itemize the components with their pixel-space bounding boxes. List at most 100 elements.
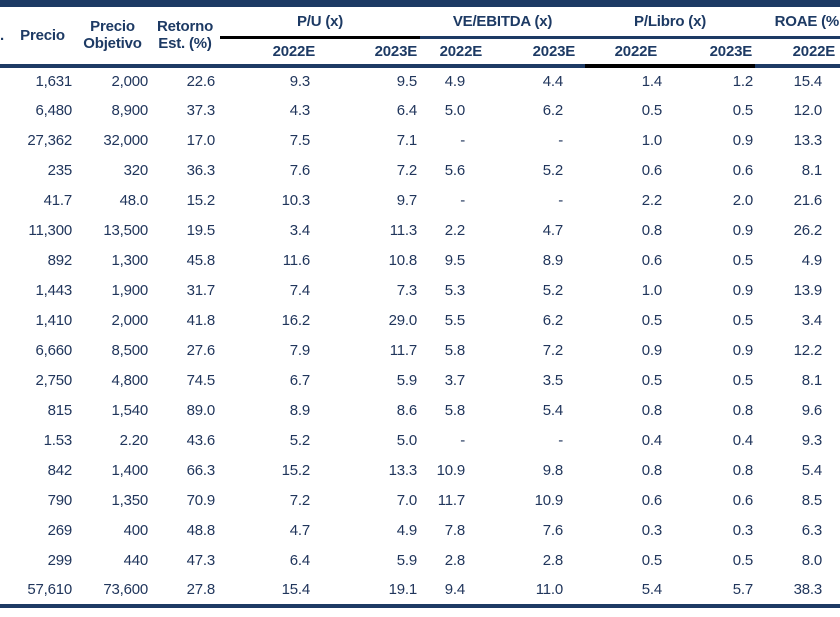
column-header-retorno: Retorno Est. (%): [150, 3, 220, 68]
value-cell: 6.3: [801, 522, 823, 539]
value-cell: -: [460, 132, 466, 149]
value-cell: 6,480: [35, 102, 72, 119]
sub-header-ve-2022e: 2022E: [420, 37, 501, 68]
stub-cell: [0, 336, 10, 366]
value-cell: 15.2: [186, 192, 216, 209]
sub-header-roae-2022e: 2022E: [755, 37, 840, 68]
value-cell: 400: [123, 522, 149, 539]
value-cell: 0.5: [732, 252, 754, 269]
value-cell: 8,500: [111, 342, 148, 359]
value-cell: 38.3: [793, 581, 823, 598]
value-cell: 57,610: [27, 581, 72, 598]
value-cell: -: [558, 132, 564, 149]
value-cell: 0.5: [641, 552, 663, 569]
value-cell: 45.8: [186, 252, 216, 269]
value-cell: 73,600: [103, 581, 148, 598]
value-cell: 5.9: [396, 552, 418, 569]
value-cell: 13.9: [793, 282, 823, 299]
value-cell: -: [558, 192, 564, 209]
group-header-row: . Precio Precio Objetivo Retorno Est. (%…: [0, 3, 840, 68]
value-cell: 7.2: [542, 342, 564, 359]
value-cell: 0.9: [732, 132, 754, 149]
value-cell: 8.9: [289, 402, 310, 419]
value-cell: 0.8: [732, 402, 754, 419]
value-cell: 9.7: [396, 192, 418, 209]
value-cell: 269: [47, 522, 73, 539]
value-cell: 7.9: [289, 342, 310, 359]
value-cell: 0.9: [732, 342, 754, 359]
value-cell: 11,300: [28, 222, 72, 239]
value-cell: 7.3: [396, 282, 418, 299]
stub-cell: [0, 66, 10, 96]
value-cell: 0.8: [641, 402, 663, 419]
value-cell: 9.3: [289, 73, 310, 90]
value-cell: 5.5: [444, 312, 466, 329]
value-cell: 6.4: [289, 552, 310, 569]
value-cell: 0.9: [732, 282, 754, 299]
value-cell: 27,362: [27, 132, 72, 149]
value-cell: 19.1: [388, 581, 418, 598]
stub-cell: [0, 216, 10, 246]
value-cell: 66.3: [186, 462, 216, 479]
value-cell: 10.8: [388, 252, 418, 269]
value-cell: 13.3: [388, 462, 418, 479]
column-header-precio: Precio: [10, 3, 75, 68]
value-cell: 0.5: [732, 312, 754, 329]
value-cell: 5.3: [444, 282, 466, 299]
column-header-precio-objetivo: Precio Objetivo: [75, 3, 150, 68]
value-cell: 1,900: [111, 282, 148, 299]
value-cell: 790: [47, 492, 73, 509]
value-cell: 1,631: [35, 73, 72, 90]
value-cell: 37.3: [186, 102, 216, 119]
value-cell: 19.5: [186, 222, 216, 239]
stub-cell: [0, 246, 10, 276]
group-header-pu: P/U (x): [220, 3, 421, 39]
value-cell: 4.9: [396, 522, 418, 539]
value-cell: 17.0: [186, 132, 216, 149]
value-cell: 7.8: [444, 522, 466, 539]
value-cell: 10.9: [534, 492, 564, 509]
value-cell: 2.2: [444, 222, 466, 239]
value-cell: 0.4: [732, 432, 754, 449]
value-cell: 8.0: [801, 552, 823, 569]
value-cell: 3.5: [542, 372, 564, 389]
value-cell: 4.9: [801, 252, 823, 269]
value-cell: 7.0: [396, 492, 418, 509]
table-row: 41.7 48.0 15.2 10.3 9.7 - - 2.2 2.0 21.6: [0, 186, 840, 216]
value-cell: 0.5: [732, 372, 754, 389]
value-cell: 5.9: [396, 372, 418, 389]
value-cell: 1,350: [111, 492, 148, 509]
value-cell: 7.6: [542, 522, 564, 539]
value-cell: 5.0: [396, 432, 418, 449]
value-cell: 5.2: [542, 282, 564, 299]
value-cell: 1.0: [641, 132, 663, 149]
value-cell: 0.6: [732, 162, 754, 179]
stub-column-header: .: [0, 3, 10, 68]
value-cell: 11.7: [437, 492, 466, 509]
table-row: 815 1,540 89.0 8.9 8.6 5.8 5.4 0.8 0.8 9.6: [0, 396, 840, 426]
value-cell: 21.6: [793, 192, 823, 209]
value-cell: 0.5: [641, 102, 663, 119]
value-cell: 3.7: [444, 372, 466, 389]
value-cell: 9.6: [801, 402, 823, 419]
value-cell: 70.9: [186, 492, 216, 509]
value-cell: 5.2: [542, 162, 564, 179]
value-cell: 0.3: [732, 522, 754, 539]
value-cell: 74.5: [186, 372, 216, 389]
value-cell: 0.4: [641, 432, 663, 449]
value-cell: 10.3: [281, 192, 311, 209]
table-body: 1,631 2,000 22.6 9.3 9.5 4.9 4.4 1.4 1.2 15.4 6,48…: [0, 66, 840, 606]
value-cell: 440: [123, 552, 149, 569]
value-cell: 5.8: [444, 402, 466, 419]
value-cell: 235: [47, 162, 73, 179]
table-row: 27,362 32,000 17.0 7.5 7.1 - - 1.0 0.9 13.3: [0, 126, 840, 156]
value-cell: 11.6: [282, 252, 310, 269]
value-cell: 22.6: [186, 73, 216, 90]
table-row: 11,300 13,500 19.5 3.4 11.3 2.2 4.7 0.8 0.9 26.2: [0, 216, 840, 246]
value-cell: 815: [47, 402, 73, 419]
value-cell: 5.2: [289, 432, 310, 449]
value-cell: 7.2: [289, 492, 310, 509]
stub-cell: [0, 456, 10, 486]
